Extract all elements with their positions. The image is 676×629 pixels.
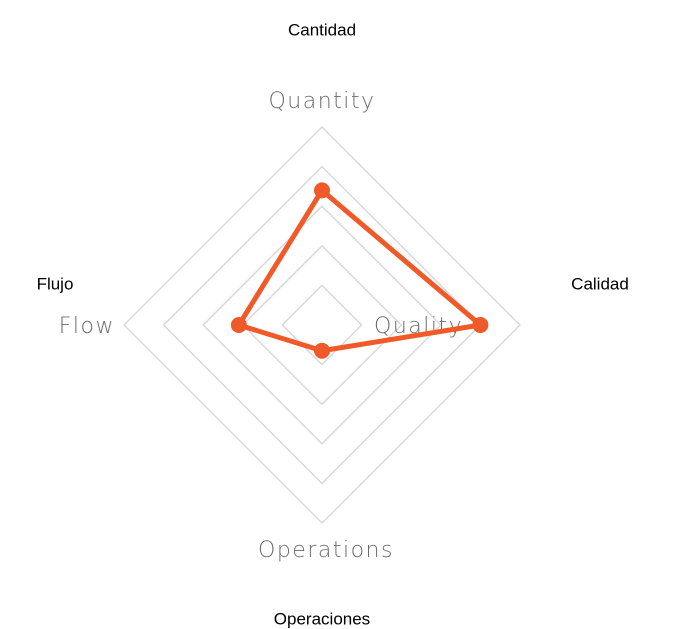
data-point bbox=[472, 317, 489, 333]
grid-ring bbox=[202, 205, 442, 445]
annotation: Flujo bbox=[37, 274, 74, 293]
grid-ring bbox=[122, 125, 522, 525]
annotation: Calidad bbox=[571, 274, 629, 293]
data-point bbox=[314, 182, 330, 199]
grid-ring bbox=[241, 244, 403, 406]
grid-ring bbox=[162, 165, 482, 485]
grid-ring bbox=[281, 284, 363, 366]
data-point bbox=[230, 317, 247, 333]
annotation: Cantidad bbox=[288, 20, 356, 39]
axis-label: Quantity bbox=[268, 89, 375, 114]
axis-label: Flow bbox=[59, 314, 115, 339]
data-point bbox=[314, 342, 330, 359]
annotation: Operaciones bbox=[274, 609, 370, 628]
axis-label: Operations bbox=[258, 538, 394, 563]
